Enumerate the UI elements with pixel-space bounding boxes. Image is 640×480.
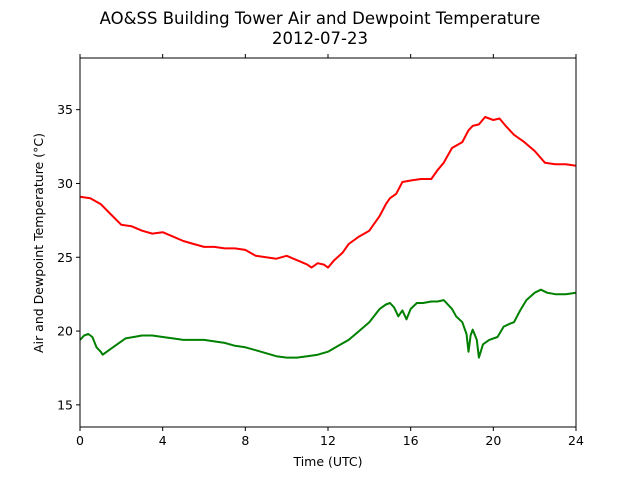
series-line-1: [79, 288, 577, 359]
chart-subtitle: 2012-07-23: [272, 29, 368, 48]
x-tick-label: 12: [320, 433, 336, 448]
x-axis-label: Time (UTC): [292, 454, 362, 469]
y-tick-label: 25: [57, 250, 73, 265]
chart-title: AO&SS Building Tower Air and Dewpoint Te…: [100, 9, 541, 28]
y-tick-label: 20: [57, 324, 73, 339]
series-line-0: [79, 116, 577, 269]
x-tick-label: 20: [485, 433, 501, 448]
x-tick-label: 24: [568, 433, 584, 448]
y-tick-label: 15: [57, 397, 73, 412]
x-tick-label: 16: [403, 433, 419, 448]
y-tick-label: 35: [57, 102, 73, 117]
y-axis-label: Air and Dewpoint Temperature (°C): [31, 133, 46, 353]
y-tick-label: 30: [57, 176, 73, 191]
x-tick-label: 8: [241, 433, 249, 448]
plot-area: 0 4 8 12 16 20 24 15 20 25 30 35: [57, 54, 584, 448]
x-tick-label: 4: [159, 433, 167, 448]
x-tick-label: 0: [76, 433, 84, 448]
